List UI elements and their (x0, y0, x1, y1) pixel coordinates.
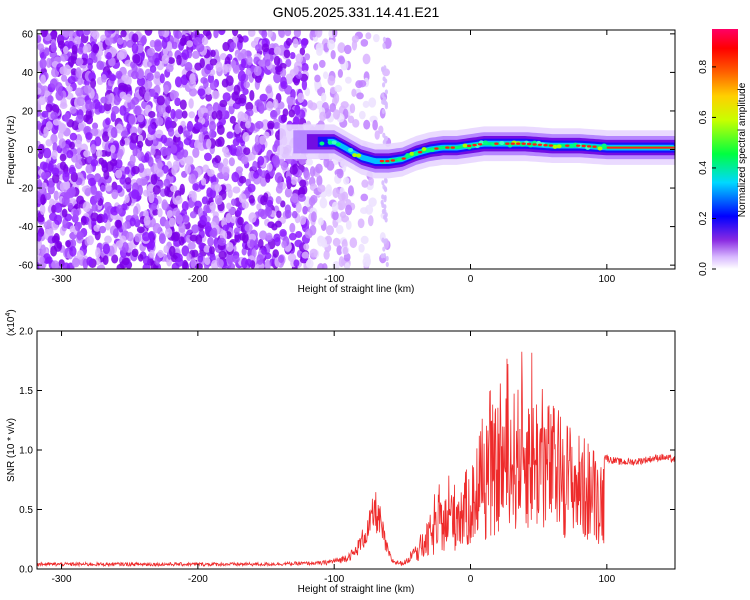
spectrogram-x-tick-label: 100 (598, 274, 615, 285)
spectrogram-heatmap (37, 30, 675, 269)
spectrogram-x-tick-label: -100 (324, 274, 344, 285)
colorbar-gradient (712, 29, 738, 269)
colorbar-tick-label: 0.0 (698, 262, 709, 276)
snr-x-ticks: -300 -200 -100 0 100 (52, 331, 616, 585)
snr-y-label: SNR (10 * v/v) (6, 418, 17, 482)
snr-y-ticks: 0.0 0.5 1.0 1.5 2.0 (19, 327, 675, 576)
snr-x-tick-label: 100 (598, 574, 615, 585)
snr-series-path (37, 351, 675, 568)
spectrogram-y-tick-label: 60 (22, 29, 34, 40)
colorbar-tick-label: 0.8 (698, 60, 709, 74)
snr-scale-label: (x104) (5, 309, 17, 336)
spectrogram-x-tick-label: -300 (52, 274, 72, 285)
spectrogram-x-label: Height of straight line (km) (298, 284, 415, 295)
colorbar-ticks: 0.0 0.2 0.4 0.6 0.8 (698, 60, 716, 276)
snr-x-tick-label: -100 (324, 574, 344, 585)
spectrogram-y-ticks: -60 -40 -20 0 20 40 60 (19, 29, 675, 272)
spectrogram-y-tick-label: -60 (19, 261, 34, 272)
snr-x-tick-label: -200 (188, 574, 208, 585)
spectrogram-noise-speckles (37, 30, 392, 269)
colorbar-label: Normalized spectral amplitude (737, 82, 748, 217)
snr-y-tick-label: 1.0 (19, 446, 33, 457)
snr-y-tick-label: 0.5 (19, 505, 33, 516)
snr-x-label: Height of straight line (km) (298, 584, 415, 595)
spectrogram-x-tick-label: -200 (188, 274, 208, 285)
snr-x-tick-label: 0 (468, 574, 474, 585)
spectrogram-ridge-core (379, 142, 675, 163)
colorbar-tick-label: 0.2 (698, 211, 709, 225)
snr-series-line (37, 351, 675, 568)
svg-text:(x104): (x104) (5, 309, 17, 336)
spectrogram-x-ticks: -300 -200 -100 0 100 (52, 30, 616, 285)
colorbar-tick-label: 0.6 (698, 110, 709, 124)
spectrogram-y-tick-label: 0 (27, 145, 33, 156)
spectrogram-y-tick-label: -40 (19, 222, 34, 233)
colorbar: 0.0 0.2 0.4 0.6 0.8 Normalized spectral ampl… (698, 29, 748, 276)
spectrogram-y-tick-label: -20 (19, 184, 34, 195)
snr-x-tick-label: -300 (52, 574, 72, 585)
spectrogram-y-tick-label: 20 (22, 106, 34, 117)
colorbar-tick-label: 0.4 (698, 161, 709, 175)
snr-y-tick-label: 0.0 (19, 565, 33, 576)
spectrogram-y-tick-label: 40 (22, 68, 34, 79)
spectrogram-y-label: Frequency (Hz) (6, 116, 17, 185)
snr-panel: -300 -200 -100 0 100 0.0 0.5 1.0 1.5 2.0 Height … (5, 309, 676, 595)
snr-y-tick-label: 2.0 (19, 327, 33, 338)
chart-title: GN05.2025.331.14.41.E21 (273, 4, 440, 20)
spectrogram-ridge (279, 124, 675, 179)
snr-y-tick-label: 1.5 (19, 386, 33, 397)
spectrogram-x-tick-label: 0 (468, 274, 474, 285)
